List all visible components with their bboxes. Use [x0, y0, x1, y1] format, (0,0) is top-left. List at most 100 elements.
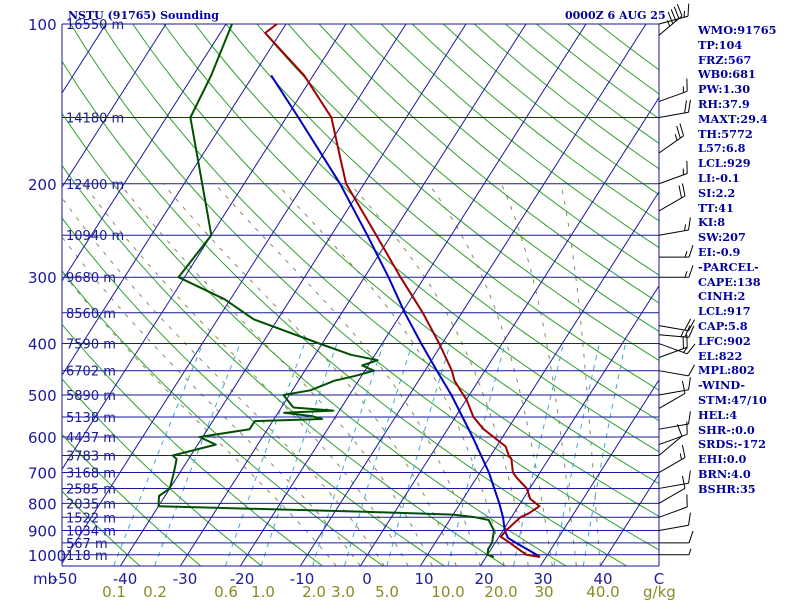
temperature-tick-label: -30	[173, 570, 198, 588]
temperature-tick-label: 40	[593, 570, 612, 588]
wind-barb-flag	[688, 99, 691, 113]
index-item: WMO:91765	[698, 23, 777, 37]
wind-barb-flag	[688, 217, 691, 231]
mixing-ratio-line	[154, 343, 241, 566]
wind-barb	[658, 4, 683, 36]
mixing-ratio-label: 0.2	[143, 583, 167, 600]
mixing-ratio-line	[113, 343, 204, 566]
height-label: 2035 m	[66, 497, 116, 512]
wind-barb-flag	[684, 318, 692, 331]
mixing-ratio-line	[224, 343, 306, 566]
wind-barb-flag	[681, 183, 686, 197]
dry-adiabat-100	[225, 24, 659, 391]
index-item: LCL:917	[698, 304, 751, 319]
wind-barb	[658, 325, 695, 338]
pressure-tick-label: 800	[28, 495, 57, 513]
temperature-tick-label: -20	[230, 570, 255, 588]
wind-barb-half	[666, 20, 671, 27]
wind-barb-staff	[658, 487, 686, 504]
dry-adiabat--40	[62, 490, 141, 566]
index-item: FRZ:567	[698, 52, 752, 67]
temperature-tick-label: -40	[113, 570, 138, 588]
isotherm--50	[62, 24, 407, 565]
height-label: 2585 m	[66, 482, 116, 497]
height-label: 5138 m	[66, 411, 116, 426]
mixing-ratio-label: 30	[534, 583, 553, 600]
dry-adiabat-110	[256, 24, 659, 362]
wind-barb-flag	[684, 325, 691, 338]
station-title: NSTU (91765) Sounding	[68, 9, 219, 22]
wind-barb-flag	[687, 3, 690, 17]
temperature-trace	[264, 24, 541, 558]
pressure-tick-label: 100	[28, 16, 57, 34]
height-label: 118 m	[66, 549, 108, 564]
wind-barb-staff	[658, 229, 689, 236]
isotherm-30	[539, 378, 659, 566]
index-item: MAXT:29.4	[698, 111, 768, 126]
wind-barb-staff	[658, 334, 689, 338]
height-label: 567 m	[66, 537, 108, 552]
wind-barb-flag	[688, 325, 695, 338]
temperature-tick-label: 20	[474, 570, 493, 588]
pressure-tick-label: 200	[28, 176, 57, 194]
index-item: MPL:802	[698, 363, 755, 378]
isotherm-20	[479, 284, 659, 566]
mixing-ratio-line	[553, 343, 600, 566]
pressure-tick-label: 400	[28, 336, 57, 354]
wind-barb-flag	[688, 512, 691, 526]
pressure-axis-label: mb	[33, 570, 57, 588]
isotherm--40	[119, 24, 467, 566]
dry-adiabats	[62, 24, 659, 566]
dry-adiabat--10	[62, 323, 323, 566]
wind-barb	[658, 3, 690, 25]
height-label: 5890 m	[66, 389, 116, 404]
wind-barb-staff	[658, 90, 688, 103]
pressure-tick-label: 700	[28, 465, 57, 483]
wind-barb	[658, 343, 696, 355]
index-item: PW:1.30	[698, 82, 751, 97]
moist-adiabat-36	[501, 183, 577, 566]
wind-barb-staff	[658, 433, 688, 446]
wind-barb-flag	[676, 424, 683, 437]
wind-barb	[658, 445, 686, 473]
dry-adiabat-20	[62, 164, 506, 566]
wind-barb-staff	[658, 389, 689, 396]
index-item: TH:5772	[698, 126, 753, 141]
isobars	[61, 23, 660, 567]
parcel-trace	[270, 74, 541, 558]
wind-barb-flag	[670, 9, 677, 22]
moist-adiabat-16	[162, 183, 457, 566]
mixing-ratio-label: 40.0	[586, 583, 619, 600]
isotherm--20	[239, 24, 587, 566]
wind-barb	[658, 470, 691, 489]
dry-adiabat-130	[318, 24, 659, 304]
wind-barb-flag	[681, 445, 686, 458]
wind-barb-staff	[658, 457, 686, 473]
height-label: 14180 m	[66, 111, 124, 126]
dry-adiabat-70	[132, 24, 659, 485]
height-label: 12400 m	[66, 178, 124, 193]
wind-barb-flag	[686, 343, 696, 355]
wind-barb-flag	[681, 475, 686, 489]
wind-barb-staff	[658, 343, 688, 355]
wind-barb-staff	[658, 524, 689, 531]
isotherm--80	[62, 24, 227, 283]
temperature-tick-label: 30	[533, 570, 552, 588]
wind-barb-flag	[673, 6, 680, 19]
temperature-tick-label: 0	[362, 570, 372, 588]
dry-adiabat-60	[101, 24, 659, 517]
wind-barb-staff	[658, 423, 689, 430]
height-label: 7590 m	[66, 338, 116, 353]
wind-barbs	[658, 3, 696, 556]
sounding-indices: WMO:91765 TP:104 FRZ:567 WB0:681 PW:1.30 RH:3…	[698, 23, 777, 497]
wind-barb-staff	[658, 325, 689, 332]
mixing-ratio-label: 3.0	[331, 583, 355, 600]
wind-barb-flag	[688, 411, 691, 425]
wind-barb-flag	[688, 364, 696, 377]
index-item: L57:6.8	[698, 141, 746, 156]
mixing-ratio-label: 0.1	[102, 583, 126, 600]
index-item: HEL:4	[698, 407, 738, 422]
wind-barb-flag	[688, 265, 694, 278]
temperature-tick-label: 10	[414, 570, 433, 588]
wind-barb-flag	[684, 100, 687, 114]
